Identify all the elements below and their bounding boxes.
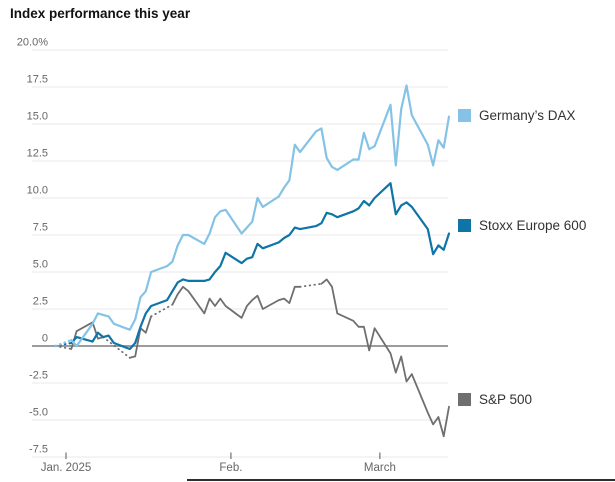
x-axis-label: March xyxy=(364,462,396,474)
y-axis-label: 0 xyxy=(42,333,48,345)
y-axis-label: 15.0 xyxy=(27,111,48,123)
y-axis-label: 20.0% xyxy=(17,37,48,49)
y-axis-label: -5.0 xyxy=(29,407,48,419)
legend-item-sp500: S&P 500 xyxy=(458,392,532,407)
y-axis-label: 17.5 xyxy=(27,74,48,86)
y-axis-label: -2.5 xyxy=(29,370,48,382)
x-axis-label: Jan. 2025 xyxy=(41,462,92,474)
y-axis-label: 12.5 xyxy=(27,148,48,160)
series-line-sp500 xyxy=(70,278,450,438)
series-line-stoxx xyxy=(70,182,451,351)
y-axis-label: 5.0 xyxy=(33,259,48,271)
bottom-divider xyxy=(187,479,615,481)
y-axis-label: 2.5 xyxy=(33,296,48,308)
legend-swatch-dax-icon xyxy=(458,109,471,122)
legend-label-dax: Germany’s DAX xyxy=(479,108,576,123)
x-axis-label: Feb. xyxy=(219,462,242,474)
y-axis-label: 10.0 xyxy=(27,185,48,197)
y-axis-label: -7.5 xyxy=(29,444,48,456)
legend-swatch-stoxx-icon xyxy=(458,219,471,232)
legend-label-stoxx: Stoxx Europe 600 xyxy=(479,218,587,233)
legend-item-stoxx: Stoxx Europe 600 xyxy=(458,218,586,233)
series-line-dax xyxy=(70,84,451,348)
series-line-dax-dotted xyxy=(54,339,73,348)
chart-title: Index performance this year xyxy=(10,6,191,21)
y-axis-label: 7.5 xyxy=(33,222,48,234)
legend-swatch-sp500-icon xyxy=(458,393,471,406)
series-line-stoxx-dotted xyxy=(54,341,73,348)
legend-item-dax: Germany’s DAX xyxy=(458,108,576,123)
legend-label-sp500: S&P 500 xyxy=(479,392,533,407)
